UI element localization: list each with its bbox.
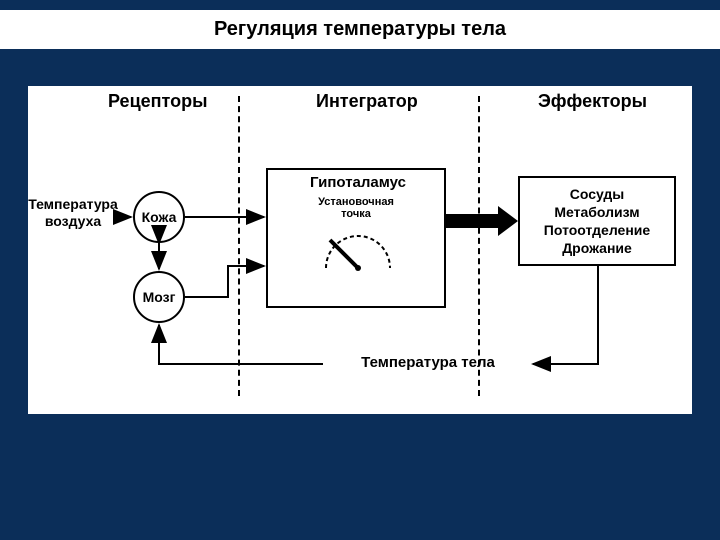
connections — [28, 86, 692, 414]
diagram-area: Рецепторы Интегратор Эффекторы Температу… — [28, 86, 692, 414]
slide-title: Регуляция температуры тела — [0, 10, 720, 49]
